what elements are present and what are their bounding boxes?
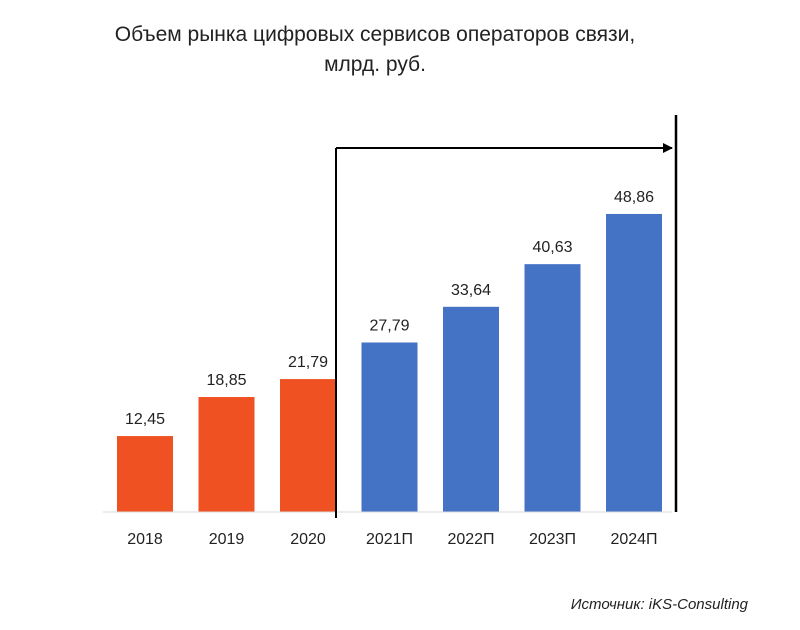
chart-title: Объем рынка цифровых сервисов операторов… (0, 20, 750, 80)
x-tick-label-2018: 2018 (127, 531, 163, 548)
x-tick-label-2023П: 2023П (529, 531, 576, 548)
source-note: Источник: iKS-Consulting (570, 596, 748, 613)
forecast-bracket (335, 115, 678, 518)
x-tick-label-2020: 2020 (290, 531, 326, 548)
x-tick-label-2019: 2019 (209, 531, 245, 548)
bar-2024П (606, 213, 662, 513)
chart-title-line-2: млрд. руб. (324, 53, 426, 76)
bar-2020 (280, 379, 336, 512)
data-label-2019: 18,85 (206, 372, 246, 389)
bar-2022П (443, 306, 499, 512)
bar-2021П (361, 342, 418, 512)
data-label-2024П: 48,86 (614, 189, 654, 206)
data-label-2020: 21,79 (288, 354, 328, 371)
bar-2018 (117, 436, 173, 512)
data-label-2021П: 27,79 (369, 317, 409, 334)
x-tick-label-2024П: 2024П (610, 531, 657, 548)
bar-2023П (524, 264, 581, 512)
x-tick-label-2022П: 2022П (447, 531, 494, 548)
data-label-2023П: 40,63 (532, 239, 572, 256)
x-tick-label-2021П: 2021П (366, 531, 413, 548)
data-label-2022П: 33,64 (451, 282, 491, 299)
data-label-2018: 12,45 (125, 411, 165, 428)
chart-title-line-1: Объем рынка цифровых сервисов операторов… (114, 23, 636, 46)
bar-2019 (198, 397, 255, 512)
